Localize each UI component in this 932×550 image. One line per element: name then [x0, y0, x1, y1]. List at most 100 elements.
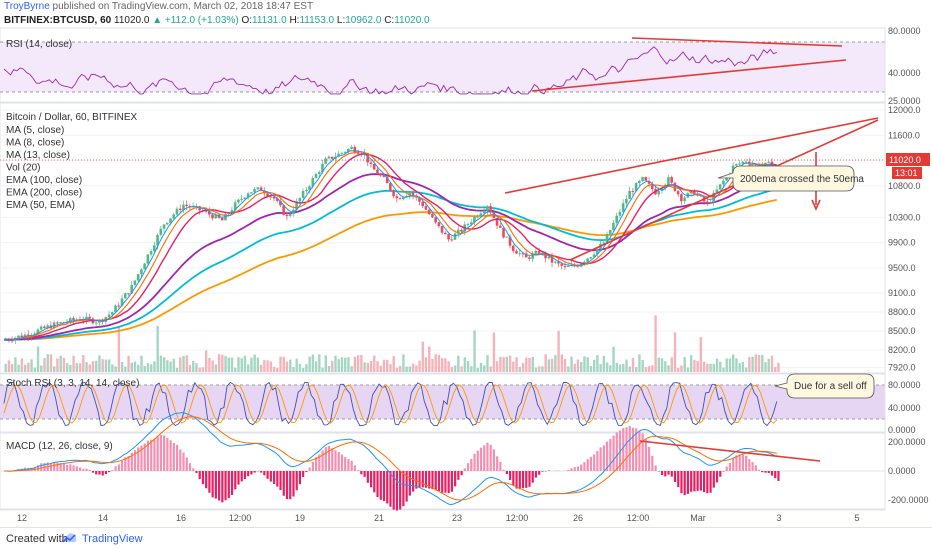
volume-bar [324, 355, 327, 372]
macd-histogram-bar [712, 471, 715, 488]
volume-bar [424, 357, 428, 372]
candle-body [437, 222, 441, 227]
volume-bar [376, 361, 379, 372]
macd-histogram-bar [350, 460, 353, 471]
candle-body [553, 261, 557, 263]
candle-body [59, 322, 62, 324]
volume-bar [715, 358, 719, 372]
candle-body [311, 178, 315, 187]
macd-histogram-bar [479, 447, 483, 471]
candle-body [676, 191, 680, 195]
volume-bar [450, 366, 454, 372]
macd-title[interactable]: MACD (12, 26, close, 9) [6, 441, 113, 452]
volume-bar [360, 354, 363, 372]
macd-histogram-bar [282, 471, 285, 496]
volume-bar [49, 354, 53, 372]
tradingview-brand[interactable]: TradingView [82, 533, 143, 545]
macd-histogram-bar [470, 458, 473, 471]
volume-bar [437, 354, 441, 372]
macd-histogram-bar [140, 445, 143, 471]
volume-bar [72, 355, 75, 372]
volume-bar [240, 358, 243, 372]
volume-bar [521, 363, 525, 372]
volume-bar [741, 361, 745, 372]
candle-body [621, 203, 625, 212]
macd-histogram-bar [673, 471, 677, 483]
rsi-title[interactable]: RSI (14, close) [6, 39, 72, 50]
macd-histogram-bar [496, 456, 499, 471]
volume-bar [305, 364, 308, 372]
volume-bar [175, 367, 179, 372]
macd-histogram-bar [198, 471, 201, 480]
macd-histogram-bar [49, 463, 53, 471]
candle-body [182, 204, 185, 211]
volume-bar [88, 364, 91, 372]
volume-bar [722, 367, 725, 372]
macd-histogram-bar [234, 471, 237, 490]
main-title[interactable]: Bitcoin / Dollar, 60, BITFINEX [6, 112, 137, 123]
volume-bar [65, 363, 69, 372]
macd-histogram-bar [243, 471, 247, 480]
macd-histogram-bar [576, 466, 580, 471]
volume-bar [386, 359, 389, 372]
candle-body [165, 222, 169, 225]
volume-bar [554, 355, 557, 372]
candle-body [596, 248, 599, 255]
candle-body [531, 253, 534, 259]
author-link[interactable]: TroyByrne [4, 1, 50, 12]
volume-bar [334, 355, 337, 372]
macd-histogram-bar [40, 463, 43, 471]
volume-bar [369, 360, 373, 372]
macd-histogram-bar [208, 471, 211, 493]
macd-histogram-bar [589, 456, 593, 471]
candle-body [418, 197, 421, 202]
ema-cross-annotation[interactable]: 200ema crossed the 50ema [717, 165, 864, 192]
candle-body [350, 146, 353, 150]
macd-histogram-bar [185, 457, 188, 471]
candle-body [272, 196, 276, 199]
macd-histogram-bar [91, 471, 95, 473]
macd-histogram-bar [512, 471, 515, 486]
volume-bar [686, 367, 690, 372]
volume-bar [373, 355, 376, 372]
volume-bar [101, 359, 104, 372]
volume-bar [767, 358, 770, 372]
candle-body [657, 190, 661, 195]
symbol-name[interactable]: BITFINEX:BTCUSD, 60 [4, 15, 112, 26]
volume-bar [234, 367, 237, 372]
macd-histogram-bar [460, 471, 463, 476]
candle-body [136, 274, 140, 281]
volume-bar [227, 357, 230, 372]
price-axis-label: 10800.0 [888, 181, 921, 191]
countdown-badge [892, 167, 922, 179]
macd-histogram-bar [486, 442, 489, 471]
candle-body [602, 242, 606, 244]
volume-bar [761, 354, 764, 372]
macd-histogram-bar [347, 459, 350, 471]
volume-bar [344, 357, 347, 372]
macd-histogram-bar [318, 454, 321, 471]
candle-body [269, 196, 273, 198]
sell-off-annotation[interactable]: Due for a sell off [774, 373, 875, 399]
macd-histogram-bar [428, 471, 431, 489]
volume-bar [657, 357, 661, 372]
macd-histogram-bar [434, 471, 437, 491]
macd-histogram-bar [770, 471, 774, 476]
x-axis-label: 3 [776, 513, 781, 523]
volume-bar [418, 360, 421, 372]
volume-bar [483, 365, 486, 372]
volume-bar [492, 332, 496, 372]
candle-body [534, 250, 538, 254]
candle-body [127, 293, 130, 295]
macd-histogram-bar [531, 471, 534, 483]
macd-histogram-bar [412, 471, 415, 492]
macd-histogram-bar [677, 471, 680, 488]
stoch-axis-label: 0.0000 [888, 425, 916, 435]
candle-body [515, 251, 518, 254]
macd-histogram-bar [127, 455, 130, 471]
macd-histogram-bar [214, 471, 217, 499]
macd-histogram-bar [628, 425, 631, 471]
volume-bar [27, 362, 30, 372]
stoch-title[interactable]: Stoch RSI (3, 3, 14, 14, close) [6, 378, 139, 389]
last-price: 11020.0 [114, 15, 150, 26]
